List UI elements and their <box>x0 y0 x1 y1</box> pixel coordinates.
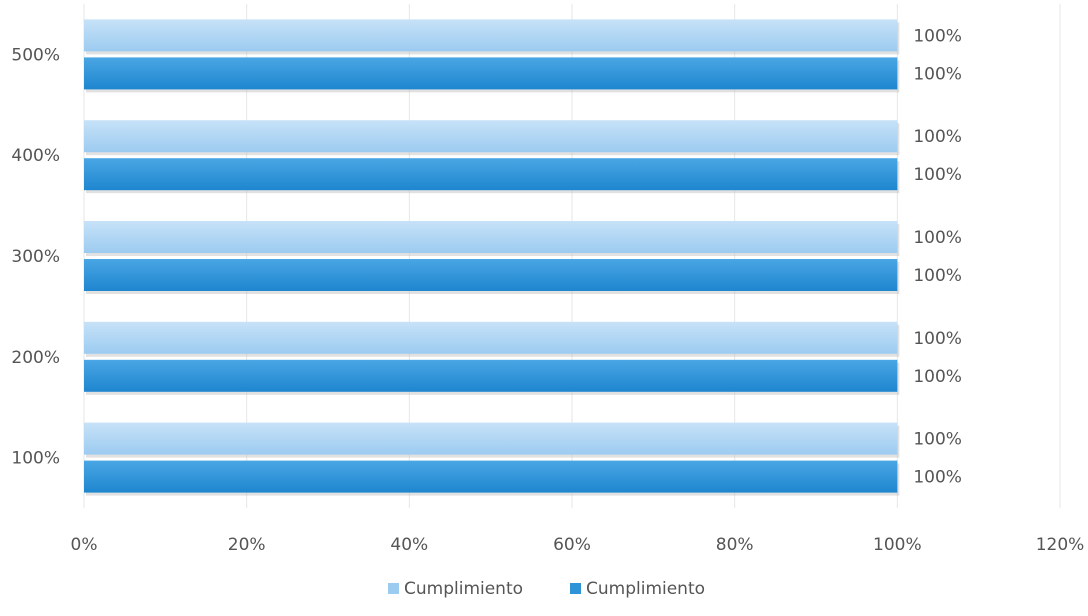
category-axis: 100% 200% 300% 400% 500% <box>11 45 60 468</box>
data-label-s0-c1: 100% <box>913 329 962 349</box>
x-tick-label-0: 0% <box>71 535 98 555</box>
data-label-s0-c2: 100% <box>913 228 962 248</box>
bar-s1-c4 <box>84 57 898 90</box>
legend: Cumplimiento Cumplimiento <box>388 579 705 599</box>
bar-s1-c3 <box>84 158 898 191</box>
data-label-s1-c1: 100% <box>913 367 962 387</box>
bar-s1-c2 <box>84 259 898 291</box>
x-tick-label-3: 60% <box>553 535 591 555</box>
category-label-1: 200% <box>11 348 60 368</box>
legend-swatch-1 <box>570 583 581 594</box>
x-tick-label-2: 40% <box>390 535 428 555</box>
category-label-4: 500% <box>11 45 60 65</box>
legend-label-0: Cumplimiento <box>404 579 523 599</box>
bar-s0-c0 <box>84 422 898 455</box>
data-label-s0-c3: 100% <box>913 127 962 147</box>
data-label-s1-c0: 100% <box>913 468 962 488</box>
data-label-s1-c2: 100% <box>913 266 962 286</box>
category-label-2: 300% <box>11 247 60 267</box>
x-tick-label-5: 100% <box>873 535 922 555</box>
category-label-3: 400% <box>11 146 60 166</box>
bar-group <box>84 19 900 496</box>
bar-s0-c3 <box>84 120 898 153</box>
bar-s1-c0 <box>84 460 898 493</box>
data-label-s0-c4: 100% <box>913 26 962 46</box>
data-label-group: 100% 100% 100% 100% 100% 100% 100% 100% 100% 100% <box>913 26 962 487</box>
legend-label-1: Cumplimiento <box>586 579 705 599</box>
x-tick-label-4: 80% <box>716 535 754 555</box>
x-tick-label-6: 120% <box>1036 535 1085 555</box>
legend-swatch-0 <box>388 583 399 594</box>
data-label-s1-c3: 100% <box>913 165 962 185</box>
bar-s0-c1 <box>84 321 898 354</box>
value-axis: 0% 20% 40% 60% 80% 100% 120% <box>71 535 1085 555</box>
x-tick-label-1: 20% <box>228 535 266 555</box>
data-label-s0-c0: 100% <box>913 430 962 450</box>
bar-s1-c1 <box>84 359 898 392</box>
data-label-s1-c4: 100% <box>913 64 962 84</box>
bar-s0-c2 <box>84 221 898 253</box>
bar-s0-c4 <box>84 19 898 52</box>
category-label-0: 100% <box>11 449 60 469</box>
